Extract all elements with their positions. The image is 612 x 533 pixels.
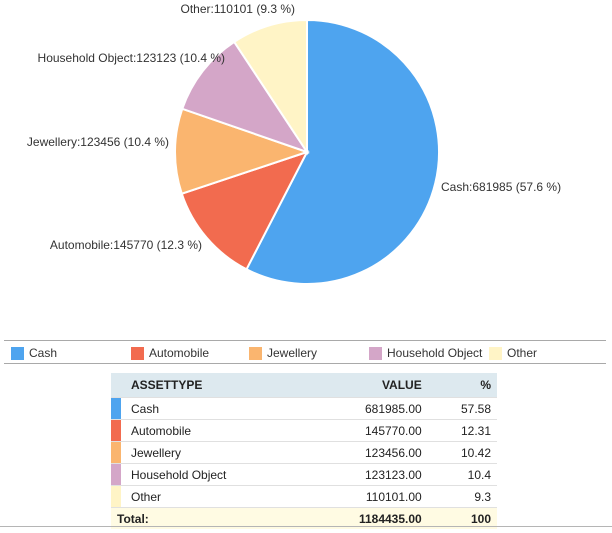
legend-label-household-object: Household Object bbox=[387, 346, 483, 360]
legend-label-cash: Cash bbox=[29, 346, 58, 360]
row-assettype: Cash bbox=[121, 397, 305, 420]
legend-item-cash[interactable]: Cash bbox=[11, 345, 57, 361]
legend-swatch-other bbox=[489, 346, 502, 360]
slice-label-cash: Cash:681985 (57.6 %) bbox=[441, 180, 561, 194]
row-percent: 9.3 bbox=[427, 485, 497, 508]
legend-item-jewellery[interactable]: Jewellery bbox=[249, 345, 317, 361]
table-row: Other 110101.00 9.3 bbox=[111, 485, 497, 508]
total-value: 1184435.00 bbox=[304, 507, 428, 529]
total-percent: 100 bbox=[427, 507, 497, 529]
legend-item-household-object[interactable]: Household Object bbox=[369, 345, 482, 361]
bottom-divider bbox=[0, 526, 612, 527]
row-percent: 57.58 bbox=[427, 397, 497, 420]
row-value: 123123.00 bbox=[304, 463, 428, 486]
legend-label-jewellery: Jewellery bbox=[267, 346, 318, 360]
chart-legend: Cash Automobile Jewellery Household Obje… bbox=[4, 340, 606, 364]
row-percent: 12.31 bbox=[427, 419, 497, 442]
header-swatch-cell bbox=[111, 373, 121, 398]
slice-label-other: Other:110101 (9.3 %) bbox=[180, 2, 295, 16]
asset-table: ASSETTYPE VALUE % Cash 681985.00 57.58 A… bbox=[111, 373, 497, 529]
pie-slice-cash[interactable] bbox=[245, 18, 440, 285]
row-swatch bbox=[111, 441, 121, 464]
header-value[interactable]: VALUE bbox=[304, 373, 428, 398]
slice-label-jewellery: Jewellery:123456 (10.4 %) bbox=[27, 135, 169, 149]
pie-slice-other[interactable] bbox=[232, 18, 308, 156]
header-assettype[interactable]: ASSETTYPE bbox=[121, 373, 305, 398]
row-percent: 10.4 bbox=[427, 463, 497, 486]
legend-label-automobile: Automobile bbox=[149, 346, 210, 360]
row-assettype: Other bbox=[121, 485, 305, 508]
legend-swatch-jewellery bbox=[249, 346, 262, 360]
table-row: Household Object 123123.00 10.4 bbox=[111, 463, 497, 486]
legend-item-other[interactable]: Other bbox=[489, 345, 537, 361]
pie-chart: Cash:681985 (57.6 %) Automobile:145770 (1… bbox=[27, 2, 561, 285]
pie-slice-household-object[interactable] bbox=[181, 40, 310, 154]
slice-label-automobile: Automobile:145770 (12.3 %) bbox=[50, 238, 202, 252]
row-swatch bbox=[111, 463, 121, 486]
legend-swatch-automobile bbox=[131, 346, 144, 360]
table-total-row: Total: 1184435.00 100 bbox=[111, 507, 497, 529]
row-value: 145770.00 bbox=[304, 419, 428, 442]
row-assettype: Automobile bbox=[121, 419, 305, 442]
legend-item-automobile[interactable]: Automobile bbox=[131, 345, 209, 361]
row-value: 123456.00 bbox=[304, 441, 428, 464]
table-row: Cash 681985.00 57.58 bbox=[111, 397, 497, 420]
total-label: Total: bbox=[111, 507, 305, 529]
row-value: 681985.00 bbox=[304, 397, 428, 420]
row-assettype: Household Object bbox=[121, 463, 305, 486]
row-percent: 10.42 bbox=[427, 441, 497, 464]
pie-slice-automobile[interactable] bbox=[180, 150, 310, 271]
table-row: Automobile 145770.00 12.31 bbox=[111, 419, 497, 442]
row-swatch bbox=[111, 485, 121, 508]
row-assettype: Jewellery bbox=[121, 441, 305, 464]
table-header-row: ASSETTYPE VALUE % bbox=[111, 373, 497, 398]
row-swatch bbox=[111, 419, 121, 442]
slice-label-household-object: Household Object:123123 (10.4 %) bbox=[38, 51, 225, 65]
table-row: Jewellery 123456.00 10.42 bbox=[111, 441, 497, 464]
header-percent[interactable]: % bbox=[427, 373, 497, 398]
pie-slice-jewellery[interactable] bbox=[174, 107, 311, 195]
row-value: 110101.00 bbox=[304, 485, 428, 508]
legend-swatch-cash bbox=[11, 346, 24, 360]
row-swatch bbox=[111, 397, 121, 420]
legend-swatch-household-object bbox=[369, 346, 382, 360]
legend-label-other: Other bbox=[507, 346, 538, 360]
